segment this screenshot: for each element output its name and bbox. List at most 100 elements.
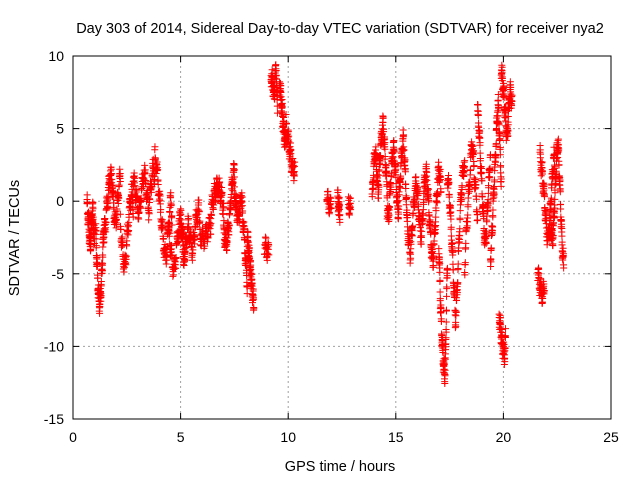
data-point bbox=[456, 216, 464, 224]
data-point bbox=[335, 193, 343, 201]
data-point bbox=[433, 199, 441, 207]
data-point bbox=[163, 256, 171, 264]
data-point bbox=[424, 185, 432, 193]
data-point bbox=[442, 328, 450, 336]
data-point bbox=[385, 203, 393, 211]
data-point bbox=[89, 205, 97, 213]
data-point bbox=[283, 119, 291, 127]
data-point bbox=[156, 192, 164, 200]
data-point bbox=[189, 246, 197, 254]
data-point bbox=[223, 237, 231, 245]
data-point bbox=[184, 224, 192, 232]
data-point bbox=[541, 193, 549, 201]
data-point bbox=[92, 226, 100, 234]
data-point bbox=[368, 193, 376, 201]
data-point bbox=[141, 161, 149, 169]
x-tick-label: 15 bbox=[388, 429, 404, 445]
data-point bbox=[113, 221, 121, 229]
data-point bbox=[464, 211, 472, 219]
data-point bbox=[556, 176, 564, 184]
data-point bbox=[249, 295, 257, 303]
data-point bbox=[287, 146, 295, 154]
data-point bbox=[501, 344, 509, 352]
data-point bbox=[491, 178, 499, 186]
data-point bbox=[117, 225, 125, 233]
data-point bbox=[220, 217, 228, 225]
data-point bbox=[498, 74, 506, 82]
data-point bbox=[159, 234, 167, 242]
data-point bbox=[447, 215, 455, 223]
data-point bbox=[420, 196, 428, 204]
data-point bbox=[500, 82, 508, 90]
data-point bbox=[500, 341, 508, 349]
data-point bbox=[432, 213, 440, 221]
data-point bbox=[417, 240, 425, 248]
data-point bbox=[540, 280, 548, 288]
data-point bbox=[443, 264, 451, 272]
data-point bbox=[83, 191, 91, 199]
data-point bbox=[324, 187, 332, 195]
data-point bbox=[392, 171, 400, 179]
data-point bbox=[461, 271, 469, 279]
data-point bbox=[551, 204, 559, 212]
data-point bbox=[458, 183, 466, 191]
data-point bbox=[151, 143, 159, 151]
data-point bbox=[99, 259, 107, 267]
data-point bbox=[154, 181, 162, 189]
data-point bbox=[204, 234, 212, 242]
data-point bbox=[92, 235, 100, 243]
data-point bbox=[436, 295, 444, 303]
data-point bbox=[157, 217, 165, 225]
data-point bbox=[372, 151, 380, 159]
data-point bbox=[89, 199, 97, 207]
data-point bbox=[423, 181, 431, 189]
data-point bbox=[229, 187, 237, 195]
data-point bbox=[380, 128, 388, 136]
data-point bbox=[461, 163, 469, 171]
data-point bbox=[381, 145, 389, 153]
data-point bbox=[558, 232, 566, 240]
data-point bbox=[456, 232, 464, 240]
data-point bbox=[116, 169, 124, 177]
data-point bbox=[190, 240, 198, 248]
data-point bbox=[441, 380, 449, 388]
data-point bbox=[461, 259, 469, 267]
grid-lines bbox=[73, 56, 611, 419]
data-point bbox=[264, 250, 272, 258]
data-point bbox=[472, 181, 480, 189]
data-point bbox=[387, 169, 395, 177]
data-point bbox=[402, 201, 410, 209]
data-point bbox=[225, 221, 233, 229]
data-point bbox=[154, 166, 162, 174]
data-point bbox=[498, 63, 506, 71]
y-axis-label: SDTVAR / TECUs bbox=[7, 180, 23, 296]
data-point bbox=[172, 254, 180, 262]
data-point bbox=[87, 241, 95, 249]
data-point bbox=[395, 205, 403, 213]
data-point bbox=[498, 328, 506, 336]
data-point bbox=[102, 218, 110, 226]
data-point bbox=[409, 223, 417, 231]
data-point bbox=[102, 228, 110, 236]
plot-border bbox=[72, 55, 612, 420]
y-tick-label: 10 bbox=[48, 48, 64, 64]
data-point bbox=[549, 231, 557, 239]
data-point bbox=[220, 204, 228, 212]
data-point bbox=[557, 205, 565, 213]
data-point bbox=[240, 222, 248, 230]
data-point bbox=[289, 155, 297, 163]
data-point bbox=[115, 194, 123, 202]
data-point bbox=[400, 146, 408, 154]
data-point bbox=[437, 188, 445, 196]
data-point bbox=[188, 256, 196, 264]
data-point bbox=[278, 99, 286, 107]
data-point bbox=[478, 164, 486, 172]
data-point bbox=[425, 211, 433, 219]
data-point bbox=[336, 218, 344, 226]
data-point bbox=[167, 189, 175, 197]
data-point bbox=[216, 178, 224, 186]
data-point bbox=[195, 208, 203, 216]
data-point bbox=[508, 98, 516, 106]
data-point bbox=[452, 322, 460, 330]
